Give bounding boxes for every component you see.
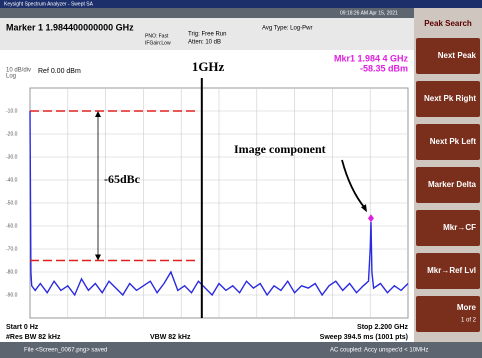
y-tick-label: -60.0 (6, 223, 18, 229)
window-title: Keysight Spectrum Analyzer - Swept SA (4, 1, 94, 7)
display (0, 50, 414, 342)
marker-header: Marker 1 1.984400000000 GHz (6, 22, 134, 32)
image-label: Image component (234, 142, 326, 156)
dbc-label: -65dBc (104, 172, 141, 186)
avg-type: Avg Type: Log-Pwr (262, 26, 312, 32)
y-tick-label: -20.0 (6, 131, 18, 137)
y-tick-label: -40.0 (6, 177, 18, 183)
y-tick-label: -30.0 (6, 154, 18, 160)
scale-type: Log (6, 74, 16, 80)
screen: Keysight Spectrum Analyzer - Swept SA 09… (0, 0, 482, 358)
softkey[interactable] (416, 296, 480, 332)
coupling: AC coupled: Accy unspec'd < 10MHz (330, 348, 428, 354)
file-status: File <Screen_0067.png> saved (24, 348, 107, 354)
sweep: Sweep 394.5 ms (1001 pts) (320, 334, 408, 341)
y-tick-label: -70.0 (6, 246, 18, 252)
softkey-label: Mkr→CF (443, 223, 476, 232)
freq-label: 1GHz (192, 59, 225, 74)
softkey-label: Next Pk Right (424, 94, 476, 103)
stop: Stop 2.200 GHz (357, 324, 408, 331)
y-tick-label: -50.0 (6, 200, 18, 206)
vbw: VBW 82 kHz (150, 334, 191, 341)
atten: Atten: 10 dB (188, 40, 221, 46)
softkey-sublabel: 1 of 2 (461, 318, 477, 324)
ref-level: Ref 0.00 dBm (38, 68, 81, 75)
rbw: #Res BW 82 kHz (6, 334, 61, 341)
softkey-label: Mkr→Ref Lvl (427, 266, 476, 275)
pno: PNO: Fast (145, 33, 169, 39)
y-tick-label: -90.0 (6, 292, 18, 298)
trigger: Trig: Free Run (188, 32, 226, 38)
softkey-title: Peak Search (424, 19, 472, 28)
marker-level: -58.35 dBm (360, 63, 408, 73)
softkey-label: Next Pk Left (430, 137, 477, 146)
softkey-label: More (457, 303, 477, 312)
softkey-label: Next Peak (438, 51, 477, 60)
marker-freq: Mkr1 1.984 4 GHz (334, 53, 409, 63)
y-tick-label: -10.0 (6, 108, 18, 114)
time: 09:18:26 AM Apr 15, 2021 (340, 10, 398, 16)
ifgain: IFGain:Low (145, 40, 171, 46)
softkey-label: Marker Delta (428, 180, 477, 189)
start: Start 0 Hz (6, 324, 39, 331)
y-tick-label: -80.0 (6, 269, 18, 275)
